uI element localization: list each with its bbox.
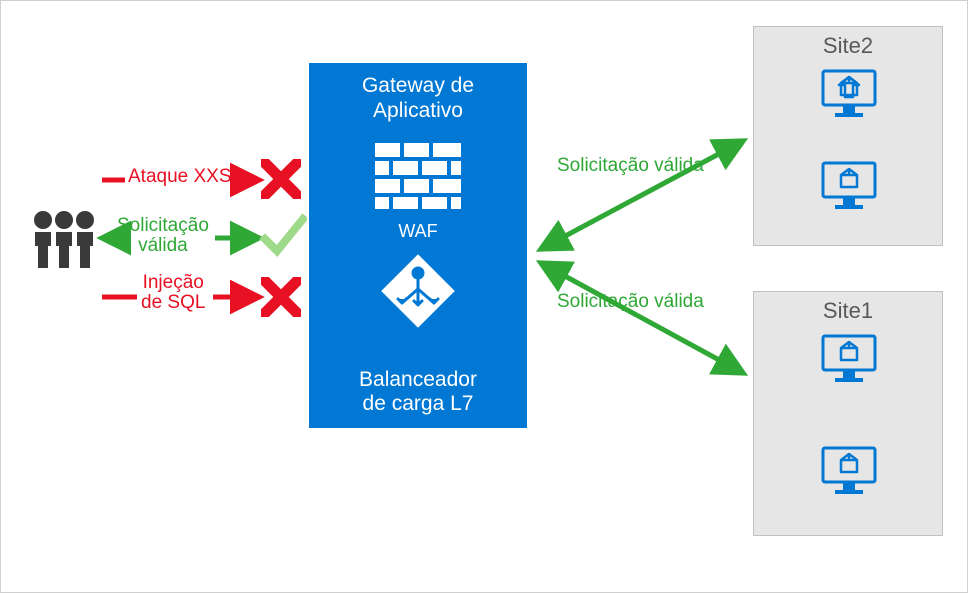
valid-request-bottom-label: Solicitação válida: [557, 292, 704, 312]
valid-request-left-label: Solicitação válida: [117, 216, 209, 256]
block-x-icon: [261, 277, 301, 317]
sql-injection-line2: de SQL: [141, 292, 205, 313]
valid-request-left-line2: válida: [138, 235, 188, 256]
valid-request-top-label: Solicitação válida: [557, 156, 704, 176]
attack-xxs-label: Ataque XXS: [128, 167, 232, 187]
valid-request-left-line1: Solicitação: [117, 215, 209, 236]
sql-injection-label: Injeção de SQL: [141, 273, 205, 313]
sql-injection-line1: Injeção: [143, 272, 204, 293]
check-icon: [259, 213, 307, 261]
block-x-icon: [261, 159, 301, 199]
diagram-canvas: Gateway de Aplicativo: [0, 0, 968, 593]
